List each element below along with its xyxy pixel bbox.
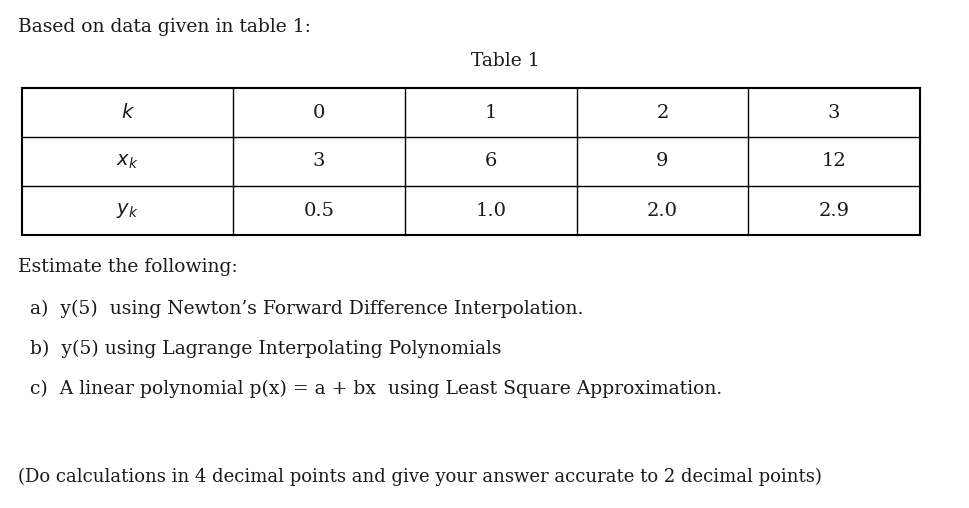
Text: Based on data given in table 1:: Based on data given in table 1: [18,18,310,36]
Text: a)  y(5)  using Newton’s Forward Difference Interpolation.: a) y(5) using Newton’s Forward Differenc… [30,300,582,318]
Text: c)  A linear polynomial p(x) = a + bx  using Least Square Approximation.: c) A linear polynomial p(x) = a + bx usi… [30,380,722,398]
Text: 3: 3 [313,152,325,171]
Text: 2.9: 2.9 [818,202,849,219]
Text: Table 1: Table 1 [470,52,539,70]
Text: $y_k$: $y_k$ [116,201,139,220]
Text: $k$: $k$ [120,103,135,122]
Text: 2.0: 2.0 [646,202,677,219]
Text: 0.5: 0.5 [303,202,334,219]
Text: 9: 9 [656,152,668,171]
Text: 12: 12 [821,152,846,171]
Text: 0: 0 [313,104,325,121]
Text: 3: 3 [828,104,839,121]
Text: b)  y(5) using Lagrange Interpolating Polynomials: b) y(5) using Lagrange Interpolating Pol… [30,340,501,358]
Text: 6: 6 [484,152,496,171]
Text: 2: 2 [656,104,668,121]
Text: 1: 1 [484,104,496,121]
Text: (Do calculations in 4 decimal points and give your answer accurate to 2 decimal : (Do calculations in 4 decimal points and… [18,468,821,486]
Text: 1.0: 1.0 [475,202,506,219]
Text: $x_k$: $x_k$ [116,152,139,171]
Text: Estimate the following:: Estimate the following: [18,258,237,276]
